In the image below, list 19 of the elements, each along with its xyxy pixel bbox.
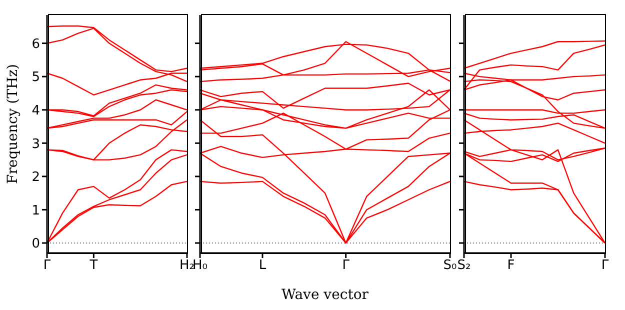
x-axis-title: Wave vector [282,287,369,303]
y-tick-label: 0 [32,236,40,252]
x-tick-label: Γ [43,258,52,274]
y-tick-label: 4 [32,103,40,118]
y-tick-label: 5 [32,70,40,86]
y-tick-label: 3 [32,136,40,152]
x-tick-label: Γ [342,258,350,274]
y-tick-label: 1 [32,203,40,218]
x-tick-label: H₂ [180,258,194,274]
x-tick-label: T [88,258,98,274]
y-tick-label: 2 [32,170,40,186]
x-tick-label: H₀ [192,258,208,274]
x-tick-label: S₀ [443,258,457,274]
y-axis-title: Frequency (THz) [4,64,21,184]
x-tick-label: F [507,258,515,274]
x-tick-label: S₂ [457,258,471,274]
x-tick-label: Γ [601,258,610,274]
y-tick-label: 6 [32,36,40,52]
x-tick-label: L [258,258,267,274]
